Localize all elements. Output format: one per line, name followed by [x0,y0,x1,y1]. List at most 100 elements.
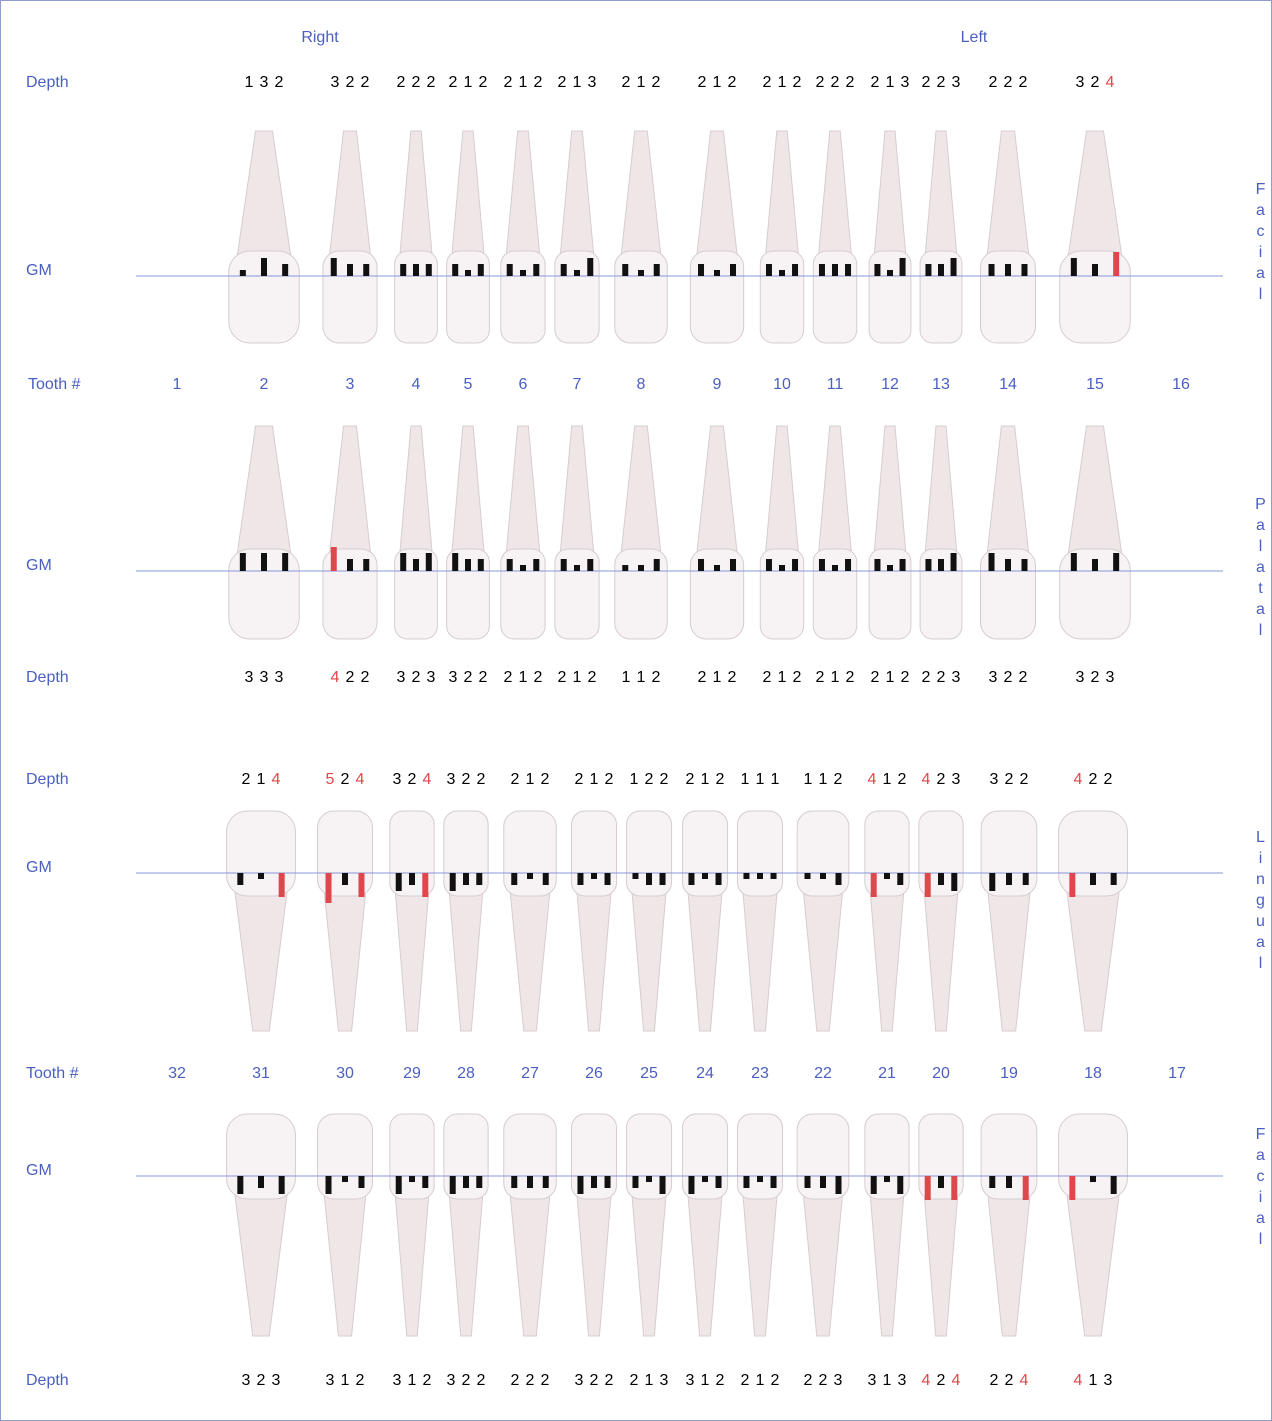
depth-value: 3 [1076,74,1085,91]
pocket-bar [832,264,838,276]
depth-value: 2 [412,74,421,91]
tooth-crown [1059,1114,1128,1199]
depth-value: 1 [701,1372,710,1389]
pocket-bar [887,270,893,276]
depth-value: 2 [937,1372,946,1389]
tooth-root [400,426,432,554]
depth-value: 1 [590,771,599,788]
pocket-bar [632,1176,638,1188]
pocket-bar [396,873,402,891]
depth-label: Depth [26,771,69,788]
depth-value: 3 [447,771,456,788]
tooth-root [577,1194,611,1336]
depth-value: 3 [242,1372,251,1389]
tooth-root [874,131,906,256]
tooth-root [1068,426,1122,554]
tooth-root [925,131,957,256]
left-label: Left [961,29,988,46]
depth-value: 2 [741,1372,750,1389]
depth-value: 2 [686,771,695,788]
pocket-bar [900,559,906,571]
depth-value: 3 [260,74,269,91]
pocket-bar [347,264,353,276]
pocket-bar [326,1176,332,1194]
depth-value: 4 [356,771,365,788]
depth-value: 1 [519,74,528,91]
pocket-bar [561,264,567,276]
pocket-bar [638,565,644,571]
depth-value: 2 [871,74,880,91]
depth-value: 2 [763,669,772,686]
depth-value: 3 [952,74,961,91]
pocket-bar [938,1176,944,1188]
tooth-root [870,1194,904,1336]
pocket-bar [450,1176,456,1194]
depth-value: 1 [701,771,710,788]
depth-value: 1 [637,669,646,686]
depth-value: 1 [883,771,892,788]
tooth-number: 16 [1172,376,1190,393]
depth-value: 2 [1019,74,1028,91]
depth-value: 1 [245,74,254,91]
tooth-root [506,426,540,554]
pocket-bar [743,1176,749,1188]
depth-value: 2 [645,771,654,788]
pocket-bar [422,873,428,897]
tooth-root [874,426,906,554]
pocket-bar [989,1176,995,1188]
tooth-root [743,891,777,1031]
pocket-bar [533,559,539,571]
depth-value: 3 [326,1372,335,1389]
depth-value: 3 [952,771,961,788]
tooth-root [924,891,958,1031]
side-label: Facial [1251,181,1267,307]
pocket-bar [730,559,736,571]
perio-chart: Right Left Tooth # Tooth # 1234567891011… [0,0,1272,1421]
depth-value: 2 [590,1372,599,1389]
depth-value: 2 [793,74,802,91]
depth-value: 3 [275,669,284,686]
pocket-bar [400,264,406,276]
pocket-bar [1023,1176,1029,1200]
depth-value: 2 [898,771,907,788]
depth-value: 2 [449,74,458,91]
pocket-bar [845,264,851,276]
tooth-label: Tooth # [28,376,81,393]
pocket-bar [363,264,369,276]
tooth-root [449,1194,483,1336]
pocket-bar [358,1176,364,1188]
pocket-bar [702,1176,708,1182]
tooth-number: 3 [346,376,355,393]
side-label: Lingual [1251,829,1267,976]
tooth-number: 2 [260,376,269,393]
depth-value: 2 [346,669,355,686]
depth-value: 4 [1074,771,1083,788]
depth-value: 2 [630,1372,639,1389]
pocket-bar [1071,258,1077,276]
pocket-bar [989,264,995,276]
tooth-root [870,891,904,1031]
depth-value: 2 [816,669,825,686]
depth-value: 3 [447,1372,456,1389]
pocket-bar [577,873,583,885]
tooth-root [924,1194,958,1336]
depth-value: 2 [504,74,513,91]
tooth-number: 30 [336,1065,354,1082]
tooth-number: 12 [881,376,899,393]
depth-value: 1 [408,1372,417,1389]
depth-value: 2 [937,74,946,91]
tooth-root [237,131,291,256]
depth-value: 5 [326,771,335,788]
tooth-root [452,131,484,256]
depth-value: 3 [660,1372,669,1389]
depth-value: 2 [1089,771,1098,788]
pocket-bar [507,264,513,276]
tooth-number: 5 [464,376,473,393]
depth-value: 2 [1004,669,1013,686]
depth-value: 1 [771,771,780,788]
tooth-root [395,891,429,1031]
tooth-root [803,1194,842,1336]
pocket-bar [688,873,694,885]
pocket-bar [771,1176,777,1188]
pocket-bar [465,559,471,571]
